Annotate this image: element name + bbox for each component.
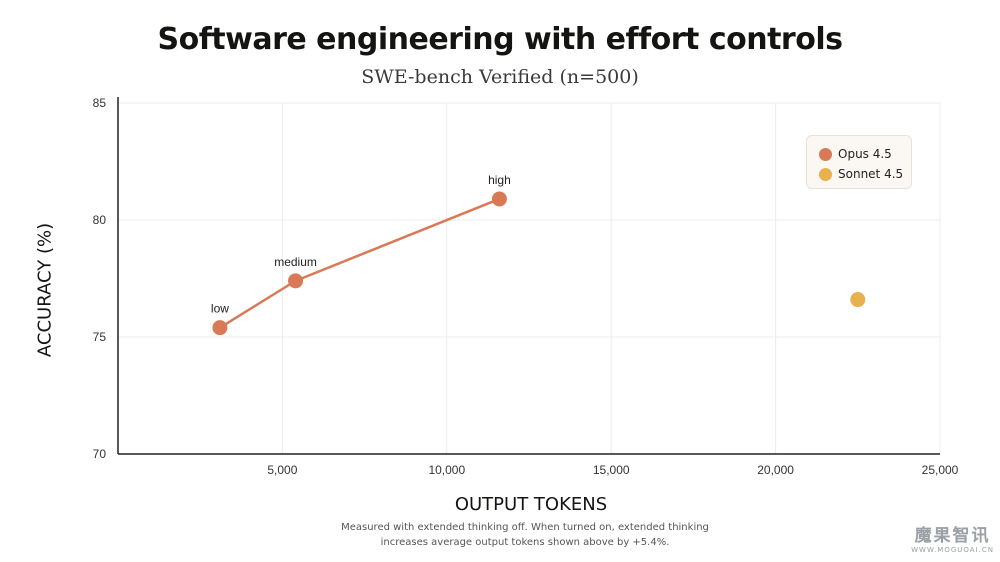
data-point	[850, 292, 866, 308]
data-point-label: medium	[274, 255, 317, 269]
data-point	[212, 320, 228, 336]
x-tick-label: 5,000	[267, 463, 297, 477]
y-tick-label: 80	[93, 213, 107, 227]
chart-title: Software engineering with effort control…	[157, 22, 843, 57]
data-point-label: low	[211, 302, 229, 316]
footnote-line-1: Measured with extended thinking off. Whe…	[341, 522, 709, 533]
footnote: Measured with extended thinking off. Whe…	[0, 520, 1000, 550]
legend: Opus 4.5 Sonnet 4.5	[806, 135, 912, 189]
chart-subtitle: SWE-bench Verified (n=500)	[361, 66, 639, 88]
x-tick-label: 20,000	[757, 463, 794, 477]
watermark-sub: WWW.MOGUOAI.CN	[911, 546, 994, 554]
series-line-0	[219, 197, 500, 329]
legend-swatch-sonnet	[819, 167, 832, 181]
legend-label-sonnet: Sonnet 4.5	[838, 167, 904, 181]
legend-item-sonnet: Sonnet 4.5	[819, 164, 911, 184]
y-tick-label: 75	[93, 330, 107, 344]
y-tick-label: 70	[93, 447, 107, 461]
data-point	[491, 191, 507, 207]
legend-item-opus: Opus 4.5	[819, 144, 911, 164]
legend-label-opus: Opus 4.5	[838, 147, 892, 161]
x-axis-label: OUTPUT TOKENS	[454, 494, 608, 515]
x-tick-label: 25,000	[922, 463, 959, 477]
x-tick-label: 10,000	[428, 463, 465, 477]
x-tick-label: 15,000	[593, 463, 630, 477]
legend-swatch-opus	[819, 147, 832, 161]
watermark-main: 魔果智讯	[914, 526, 991, 546]
data-point-label: high	[488, 173, 511, 187]
data-point	[288, 273, 304, 289]
footnote-line-2: increases average output tokens shown ab…	[380, 537, 670, 548]
y-tick-label: 85	[93, 96, 107, 110]
watermark: 魔果智讯 WWW.MOGUOAI.CN	[911, 521, 994, 554]
